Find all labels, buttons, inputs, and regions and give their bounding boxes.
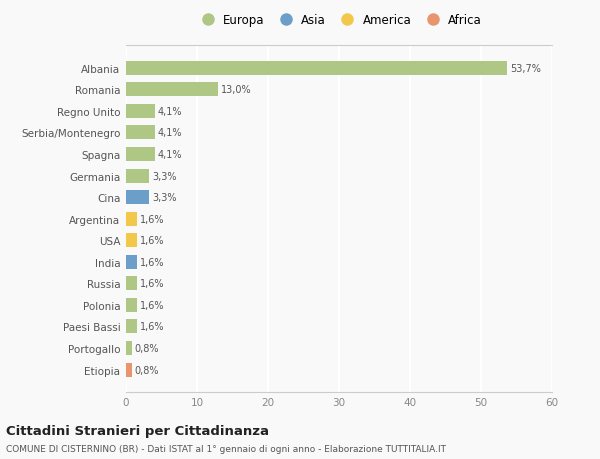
Bar <box>126 190 149 205</box>
Text: 1,6%: 1,6% <box>140 257 164 267</box>
Bar <box>126 320 137 334</box>
Text: 1,6%: 1,6% <box>140 235 164 246</box>
Bar <box>126 255 137 269</box>
Text: 4,1%: 4,1% <box>158 128 182 138</box>
Bar <box>126 126 155 140</box>
Bar <box>126 148 155 162</box>
Text: 4,1%: 4,1% <box>158 150 182 160</box>
Text: 0,8%: 0,8% <box>134 365 159 375</box>
Bar <box>126 363 131 377</box>
Bar <box>126 234 137 248</box>
Text: 3,3%: 3,3% <box>152 193 177 203</box>
Text: 1,6%: 1,6% <box>140 322 164 332</box>
Bar <box>126 298 137 312</box>
Bar <box>126 169 149 183</box>
Bar <box>126 83 218 97</box>
Legend: Europa, Asia, America, Africa: Europa, Asia, America, Africa <box>196 14 482 27</box>
Text: 53,7%: 53,7% <box>510 64 541 73</box>
Text: 1,6%: 1,6% <box>140 300 164 310</box>
Text: Cittadini Stranieri per Cittadinanza: Cittadini Stranieri per Cittadinanza <box>6 424 269 437</box>
Text: 3,3%: 3,3% <box>152 171 177 181</box>
Text: 13,0%: 13,0% <box>221 85 252 95</box>
Bar <box>126 277 137 291</box>
Text: 1,6%: 1,6% <box>140 279 164 289</box>
Text: COMUNE DI CISTERNINO (BR) - Dati ISTAT al 1° gennaio di ogni anno - Elaborazione: COMUNE DI CISTERNINO (BR) - Dati ISTAT a… <box>6 444 446 453</box>
Text: 1,6%: 1,6% <box>140 214 164 224</box>
Bar <box>126 341 131 355</box>
Bar <box>126 105 155 118</box>
Text: 0,8%: 0,8% <box>134 343 159 353</box>
Bar <box>126 212 137 226</box>
Bar <box>126 62 507 76</box>
Text: 4,1%: 4,1% <box>158 106 182 117</box>
